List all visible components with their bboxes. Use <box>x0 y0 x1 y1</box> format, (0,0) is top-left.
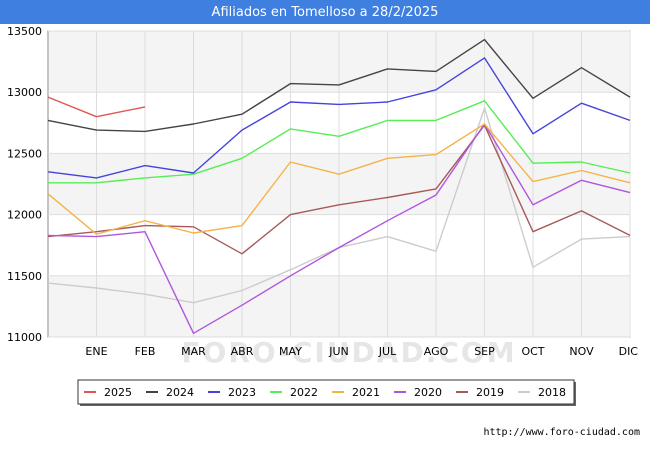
grid <box>48 30 631 338</box>
legend-label-2025: 2025 <box>104 386 132 399</box>
y-axis: 11000 11500 12000 12500 13000 13500 <box>7 25 42 344</box>
x-tick-label: AGO <box>424 345 449 358</box>
legend-label-2021: 2021 <box>352 386 380 399</box>
y-tick-label: 12500 <box>7 147 42 160</box>
series-line-2019 <box>47 124 631 255</box>
series-line-2025 <box>47 96 146 118</box>
x-tick-label: DIC <box>619 345 639 358</box>
legend-label-2022: 2022 <box>290 386 318 399</box>
x-tick-label: MAY <box>279 345 302 358</box>
watermark: FORO-CIUDAD.COM <box>181 336 516 369</box>
x-tick-label: ENE <box>85 345 107 358</box>
y-tick-label: 13500 <box>7 25 42 38</box>
legend-label-2023: 2023 <box>228 386 256 399</box>
series-line-2023 <box>47 57 631 179</box>
source-url: http://www.foro-ciudad.com <box>483 427 640 438</box>
legend-label-2019: 2019 <box>476 386 504 399</box>
legend-label-2018: 2018 <box>538 386 566 399</box>
y-tick-label: 12000 <box>7 209 42 222</box>
x-tick-label: ABR <box>231 345 254 358</box>
y-tick-label: 13000 <box>7 86 42 99</box>
x-tick-label: FEB <box>135 345 156 358</box>
series-line-2020 <box>47 123 631 334</box>
x-tick-label: JUL <box>378 345 397 358</box>
x-tick-label: MAR <box>181 345 206 358</box>
chart-title: Afiliados en Tomelloso a 28/2/2025 <box>0 0 650 24</box>
x-tick-label: NOV <box>569 345 594 358</box>
series-line-2024 <box>47 38 631 133</box>
y-tick-label: 11000 <box>7 331 42 344</box>
x-axis: ENE FEB MAR ABR MAY JUN JUL AGO SEP OCT NOV DIC <box>85 345 638 358</box>
series-line-2021 <box>47 123 631 235</box>
y-tick-label: 11500 <box>7 270 42 283</box>
x-tick-label: OCT <box>521 345 544 358</box>
legend-box <box>77 379 575 405</box>
x-tick-label: JUN <box>328 345 349 358</box>
legend-label-2024: 2024 <box>166 386 194 399</box>
x-tick-label: SEP <box>474 345 495 358</box>
series-line-2022 <box>48 100 631 184</box>
legend: 2025 2024 2023 2022 2021 2020 2019 2018 <box>77 379 576 406</box>
legend-label-2020: 2020 <box>414 386 442 399</box>
series-lines <box>47 38 631 334</box>
